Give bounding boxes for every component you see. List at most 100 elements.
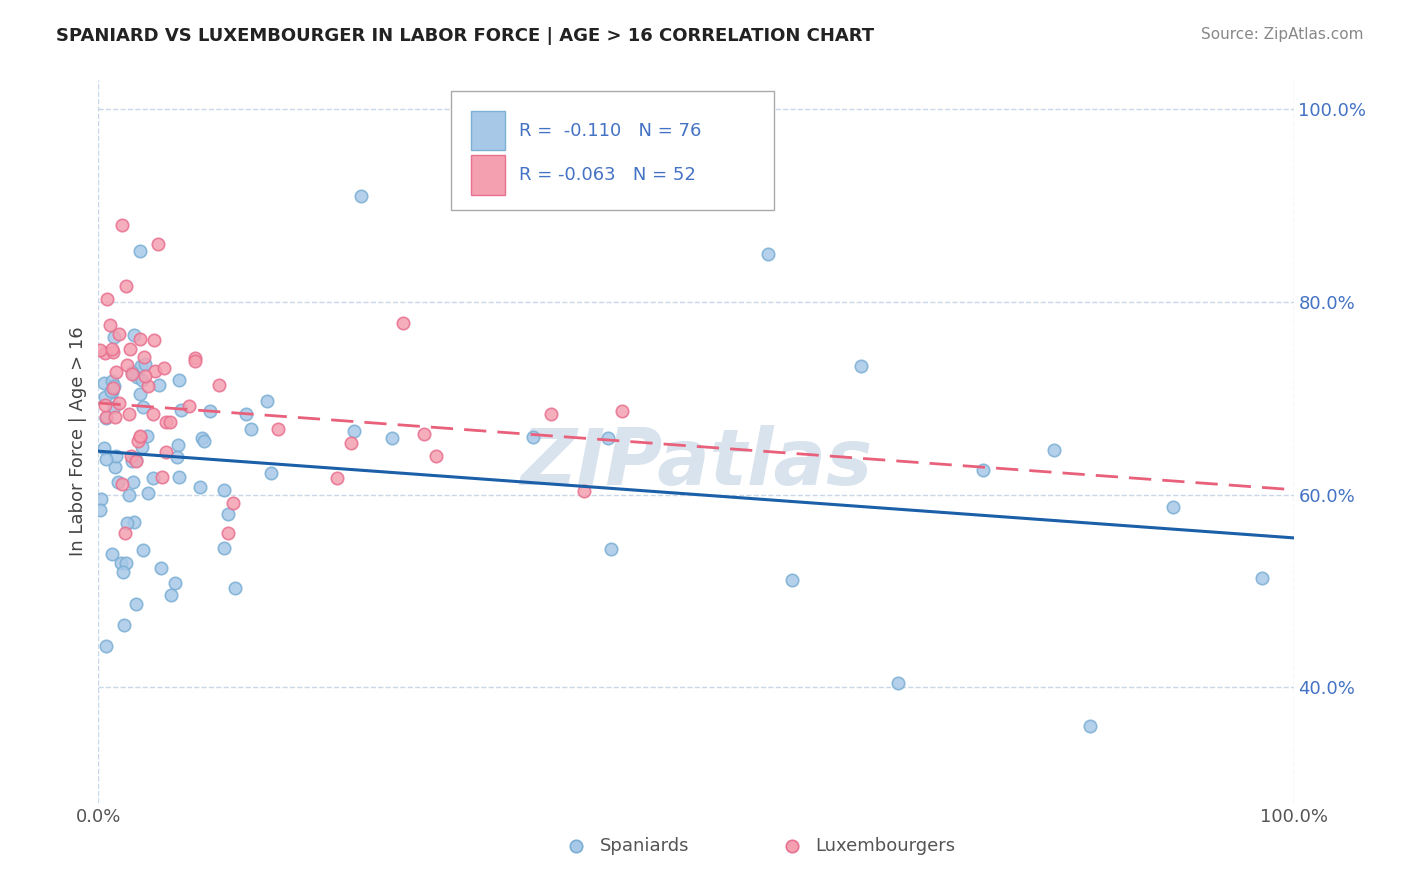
Point — [94, 639, 117, 653]
Point — [110, 556, 132, 570]
Point — [94, 346, 117, 360]
Point — [155, 415, 177, 429]
Point — [141, 470, 163, 484]
Point — [89, 343, 111, 358]
Point — [115, 516, 138, 531]
Text: ZIPatlas: ZIPatlas — [520, 425, 872, 501]
Point — [122, 327, 145, 342]
Point — [100, 384, 122, 399]
Point — [125, 454, 148, 468]
Point — [221, 496, 243, 510]
Point — [101, 547, 124, 561]
Point — [177, 399, 200, 413]
Point — [108, 326, 131, 341]
Point — [193, 434, 215, 449]
Point — [600, 542, 623, 557]
Point — [340, 435, 363, 450]
Point — [129, 387, 152, 401]
Text: SPANIARD VS LUXEMBOURGER IN LABOR FORCE | AGE > 16 CORRELATION CHART: SPANIARD VS LUXEMBOURGER IN LABOR FORCE … — [56, 27, 875, 45]
Point — [150, 470, 173, 484]
Point — [131, 373, 153, 387]
Point — [132, 350, 155, 364]
Text: Luxembourgers: Luxembourgers — [815, 838, 956, 855]
Point — [208, 377, 231, 392]
Point — [1080, 719, 1102, 733]
Point — [134, 357, 156, 371]
Point — [159, 415, 181, 429]
FancyBboxPatch shape — [451, 91, 773, 211]
Point — [188, 480, 211, 494]
Point — [101, 380, 124, 394]
Point — [425, 449, 447, 463]
Point — [150, 560, 173, 574]
Point — [260, 467, 283, 481]
Point — [94, 398, 117, 412]
Point — [224, 581, 246, 595]
Point — [132, 542, 155, 557]
Point — [111, 566, 134, 580]
Text: R = -0.063   N = 52: R = -0.063 N = 52 — [519, 167, 696, 185]
Point — [267, 422, 290, 436]
Point — [94, 409, 117, 424]
Point — [93, 376, 115, 391]
Point — [184, 353, 207, 368]
Point — [153, 360, 176, 375]
Point — [94, 410, 117, 425]
Point — [131, 441, 153, 455]
Point — [522, 430, 544, 444]
Point — [89, 503, 111, 517]
Point — [574, 483, 596, 498]
Point — [125, 453, 148, 467]
Point — [136, 429, 159, 443]
Point — [1161, 500, 1184, 514]
Point — [104, 409, 127, 424]
Point — [96, 292, 118, 306]
Point — [142, 333, 165, 347]
Point — [124, 597, 146, 611]
Point — [167, 438, 190, 452]
Point — [115, 556, 138, 570]
Point — [98, 318, 121, 332]
Point — [350, 189, 373, 203]
Point — [128, 430, 150, 444]
Point — [391, 316, 413, 330]
Point — [235, 407, 257, 421]
Point — [114, 278, 136, 293]
Point — [111, 477, 134, 491]
Point — [239, 422, 262, 436]
Point — [142, 408, 165, 422]
Point — [184, 351, 207, 365]
Point — [849, 359, 872, 373]
Point — [134, 369, 156, 384]
Point — [129, 244, 152, 258]
Point — [94, 452, 117, 467]
Point — [121, 365, 143, 379]
Point — [138, 379, 160, 393]
Point — [159, 588, 181, 602]
Text: R =  -0.110   N = 76: R = -0.110 N = 76 — [519, 121, 702, 139]
Point — [887, 676, 910, 690]
Point — [412, 426, 434, 441]
Point — [200, 404, 222, 418]
Point — [107, 475, 129, 490]
Point — [165, 575, 187, 590]
Y-axis label: In Labor Force | Age > 16: In Labor Force | Age > 16 — [69, 326, 87, 557]
Point — [115, 359, 138, 373]
Point — [148, 377, 170, 392]
Point — [381, 431, 404, 445]
Point — [132, 401, 155, 415]
Point — [118, 488, 141, 502]
Point — [756, 246, 779, 260]
Point — [596, 431, 619, 445]
Point — [121, 454, 143, 468]
Point — [118, 408, 141, 422]
Point — [326, 471, 349, 485]
Point — [972, 462, 994, 476]
Point — [167, 470, 190, 484]
FancyBboxPatch shape — [471, 111, 505, 151]
Point — [105, 365, 128, 379]
Point — [104, 460, 127, 475]
Point — [540, 407, 562, 421]
Point — [256, 393, 278, 408]
Point — [214, 541, 236, 555]
